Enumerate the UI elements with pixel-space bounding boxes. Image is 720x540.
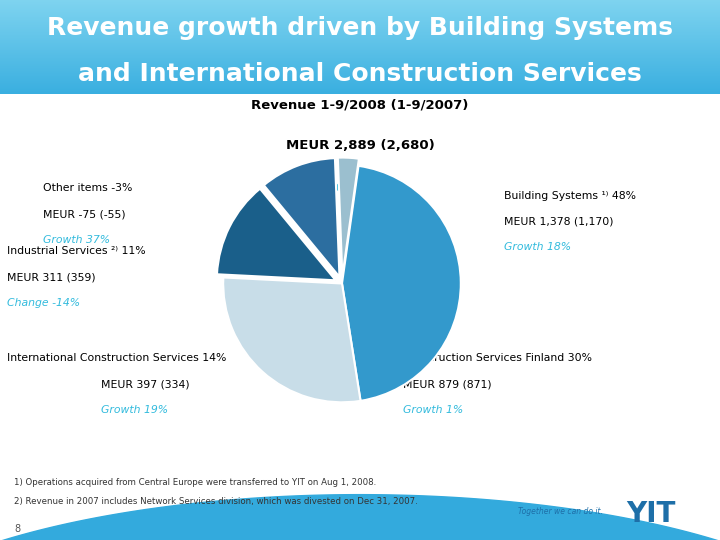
Text: 1) Operations acquired from Central Europe were transferred to YIT on Aug 1, 200: 1) Operations acquired from Central Euro… <box>14 478 377 487</box>
Wedge shape <box>217 188 336 280</box>
Text: MEUR 397 (334): MEUR 397 (334) <box>101 379 189 389</box>
Text: YIT: YIT <box>626 500 676 528</box>
Text: MEUR 879 (871): MEUR 879 (871) <box>403 379 492 389</box>
Text: Construction Services Finland 30%: Construction Services Finland 30% <box>403 354 593 363</box>
Wedge shape <box>264 158 339 277</box>
Text: Growth 1%: Growth 1% <box>403 405 464 415</box>
Text: International Construction Services 14%: International Construction Services 14% <box>7 354 227 363</box>
Wedge shape <box>223 278 361 402</box>
Wedge shape <box>342 166 461 401</box>
Text: Building Systems ¹⁾ 48%: Building Systems ¹⁾ 48% <box>504 191 636 201</box>
Text: Change -14%: Change -14% <box>7 298 81 308</box>
Text: 8: 8 <box>14 524 21 534</box>
Text: 2) Revenue in 2007 includes Network Services division, which was divested on Dec: 2) Revenue in 2007 includes Network Serv… <box>14 497 418 506</box>
Text: Growth 37%: Growth 37% <box>43 235 110 245</box>
Text: Growth 18%: Growth 18% <box>504 242 571 253</box>
Text: MEUR 2,889 (2,680): MEUR 2,889 (2,680) <box>286 139 434 152</box>
Text: MEUR 311 (359): MEUR 311 (359) <box>7 272 96 282</box>
Text: MEUR 1,378 (1,170): MEUR 1,378 (1,170) <box>504 217 613 227</box>
Text: and International Construction Services: and International Construction Services <box>78 62 642 86</box>
Text: Growth 8%: Growth 8% <box>318 180 402 193</box>
Text: Together we can do it.: Together we can do it. <box>518 507 603 516</box>
Text: Revenue 1-9/2008 (1-9/2007): Revenue 1-9/2008 (1-9/2007) <box>251 98 469 111</box>
Text: Industrial Services ²⁾ 11%: Industrial Services ²⁾ 11% <box>7 246 146 256</box>
Wedge shape <box>338 158 359 276</box>
Text: Growth 19%: Growth 19% <box>101 405 168 415</box>
Text: MEUR -75 (-55): MEUR -75 (-55) <box>43 209 126 219</box>
Text: Other items -3%: Other items -3% <box>43 183 132 193</box>
Text: Revenue growth driven by Building Systems: Revenue growth driven by Building System… <box>47 16 673 40</box>
